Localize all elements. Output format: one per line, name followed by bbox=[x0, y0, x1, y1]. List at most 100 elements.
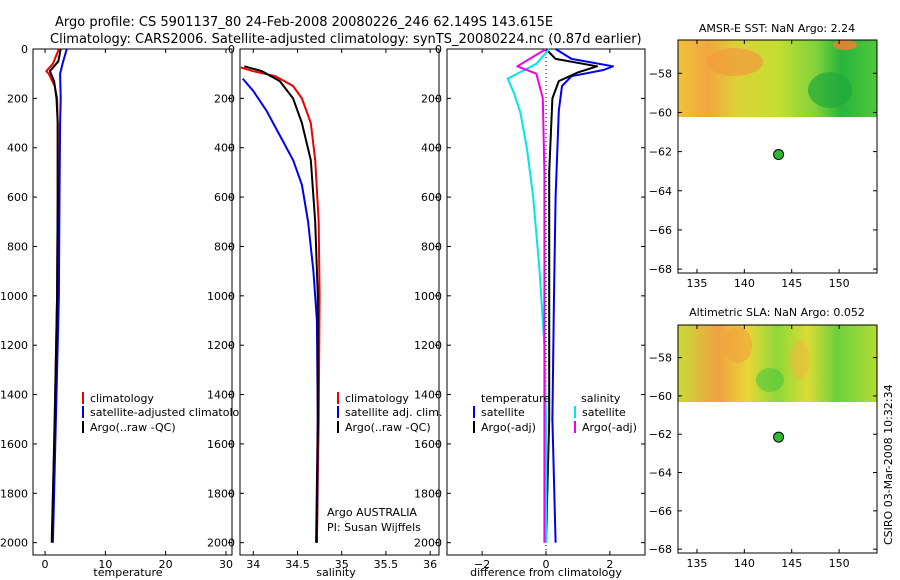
sla_map-argo-location-marker bbox=[773, 431, 785, 443]
temperature-ytick-label: 400 bbox=[7, 142, 28, 155]
salinity-xlabel: salinity bbox=[316, 566, 356, 579]
sst-map-axes: −58 −60 −62 −64 −66 −68 135 140 145 150 bbox=[649, 40, 877, 290]
difference-ytick-label: 400 bbox=[421, 142, 442, 155]
temperature-series-argo-raw-qc- bbox=[48, 48, 62, 543]
sst_map-ytick-label: −64 bbox=[649, 185, 672, 198]
difference-xlabel: difference from climatology bbox=[470, 566, 622, 579]
salinity-ytick-label: 1600 bbox=[207, 438, 235, 451]
sla-high-patch bbox=[724, 327, 752, 363]
temperature-ytick-label: 200 bbox=[7, 92, 28, 105]
temperature-xtick-label: 0 bbox=[42, 558, 49, 571]
salinity-ytick-label: 800 bbox=[214, 240, 235, 253]
sla_map-xtick-label: 140 bbox=[734, 557, 755, 570]
salinity-ytick-label: 1800 bbox=[207, 487, 235, 500]
sla-field bbox=[678, 325, 877, 402]
salinity-ytick-label: 400 bbox=[214, 142, 235, 155]
salinity-xtick-label: 35 bbox=[335, 558, 349, 571]
legend-label-climatology: climatology bbox=[345, 392, 409, 405]
legend-label-satellite-adj: satellite adj. clim. bbox=[345, 406, 442, 419]
difference-legend: temperature salinity satellite Argo(-adj… bbox=[473, 392, 637, 434]
salinity-ytick-label: 1200 bbox=[207, 339, 235, 352]
figure-title-line1: Argo profile: CS 5901137_80 24-Feb-2008 … bbox=[55, 15, 553, 30]
difference-ytick-label: 1800 bbox=[414, 487, 442, 500]
sst_map-xtick-label: 145 bbox=[781, 277, 802, 290]
sst-hot-spot bbox=[833, 40, 857, 50]
difference-ytick-label: 1400 bbox=[414, 389, 442, 402]
difference-ytick-label: 800 bbox=[421, 240, 442, 253]
sst-map-frame bbox=[677, 39, 878, 274]
salinity-ytick-label: 0 bbox=[228, 43, 235, 56]
difference-ytick-label: 1600 bbox=[414, 438, 442, 451]
sla_map-ytick-label: −68 bbox=[649, 543, 672, 556]
temperature-xtick-label: 30 bbox=[219, 558, 233, 571]
temperature-xlabel: temperature bbox=[93, 566, 162, 579]
sla-map-frame bbox=[677, 324, 878, 554]
salinity-ytick-label: 1400 bbox=[207, 389, 235, 402]
salinity-plot-frame bbox=[239, 48, 440, 556]
salinity-xtick-label: 35.5 bbox=[374, 558, 399, 571]
sst-cool-patch bbox=[808, 72, 852, 108]
legend-title-salinity: salinity bbox=[581, 392, 621, 405]
sla_map-ytick-label: −60 bbox=[649, 390, 672, 403]
temperature-ytick-label: 1800 bbox=[0, 487, 28, 500]
sla_map-xtick-label: 135 bbox=[686, 557, 707, 570]
temperature-ytick-label: 0 bbox=[21, 43, 28, 56]
sst_map-ytick-label: −62 bbox=[649, 146, 672, 159]
sst_map-xtick-label: 135 bbox=[686, 277, 707, 290]
difference-xtick-label: −2 bbox=[474, 558, 490, 571]
sla_map-ytick-label: −58 bbox=[649, 352, 672, 365]
sst_map-argo-location-marker bbox=[773, 149, 785, 161]
sla_map-xtick-label: 145 bbox=[781, 557, 802, 570]
sst_map-xtick-label: 140 bbox=[734, 277, 755, 290]
sst-warm-patch bbox=[707, 48, 763, 76]
pi-label: PI: Susan Wijffels bbox=[327, 521, 421, 534]
difference-axes: 0 200 400 600 800 1000 1200 1400 1600 1800 2000 −2 0… bbox=[414, 43, 645, 571]
sst-map-panel: AMSR-E SST: NaN Argo: 2.24 −58−60−62−64−… bbox=[649, 22, 878, 290]
legend-label-temp-argo: Argo(-adj) bbox=[481, 421, 536, 434]
difference-ytick-label: 600 bbox=[421, 191, 442, 204]
temperature-ytick-label: 800 bbox=[7, 240, 28, 253]
temperature-ytick-label: 1200 bbox=[0, 339, 28, 352]
temperature-ytick-label: 2000 bbox=[0, 537, 28, 550]
credit-label: CSIRO 03-Mar-2008 10:32:34 bbox=[882, 384, 895, 545]
difference-ytick-label: 200 bbox=[421, 92, 442, 105]
sla-map-axes: −58 −60 −62 −64 −66 −68 135 140 145 150 bbox=[649, 325, 877, 570]
temperature-ytick-label: 1600 bbox=[0, 438, 28, 451]
sla-high-patch-2 bbox=[790, 340, 810, 380]
salinity-series-argo-raw-qc- bbox=[244, 65, 319, 543]
legend-label-satellite-adjusted: satellite-adjusted climatology bbox=[90, 406, 253, 419]
argo-country-label: Argo AUSTRALIA bbox=[327, 506, 417, 519]
sla_map-ytick-label: −64 bbox=[649, 467, 672, 480]
temperature-ytick-label: 1400 bbox=[0, 389, 28, 402]
temperature-xtick-label: 20 bbox=[159, 558, 173, 571]
sla_map-xtick-label: 150 bbox=[829, 557, 850, 570]
salinity-legend: climatology satellite adj. clim. Argo(..… bbox=[337, 392, 442, 434]
sst_map-ytick-label: −68 bbox=[649, 263, 672, 276]
sla_map-ytick-label: −62 bbox=[649, 428, 672, 441]
temperature-legend: climatology satellite-adjusted climatolo… bbox=[82, 392, 253, 434]
legend-label-temp-satellite: satellite bbox=[481, 406, 525, 419]
legend-title-temperature: temperature bbox=[481, 392, 550, 405]
difference-series-salinity-argo-adj- bbox=[516, 48, 547, 543]
difference-xtick-label: 0 bbox=[543, 558, 550, 571]
legend-label-argo: Argo(..raw -QC) bbox=[345, 421, 431, 434]
difference-ytick-label: 0 bbox=[435, 43, 442, 56]
salinity-ytick-label: 200 bbox=[214, 92, 235, 105]
difference-ytick-label: 2000 bbox=[414, 537, 442, 550]
sst_map-ytick-label: −66 bbox=[649, 224, 672, 237]
sst_map-xtick-label: 150 bbox=[829, 277, 850, 290]
difference-ytick-label: 1000 bbox=[414, 290, 442, 303]
salinity-xtick-label: 34 bbox=[246, 558, 260, 571]
difference-xtick-label: 2 bbox=[606, 558, 613, 571]
legend-label-sal-satellite: satellite bbox=[582, 406, 626, 419]
sst_map-ytick-label: −60 bbox=[649, 106, 672, 119]
sla-map-panel: Altimetric SLA: NaN Argo: 0.052 −58 −60 −6… bbox=[649, 306, 878, 570]
temperature-xtick-label: 10 bbox=[98, 558, 112, 571]
sla_map-ytick-label: −66 bbox=[649, 505, 672, 518]
legend-label-climatology: climatology bbox=[90, 392, 154, 405]
temperature-series-satellite-adjusted-climatology bbox=[51, 48, 68, 543]
